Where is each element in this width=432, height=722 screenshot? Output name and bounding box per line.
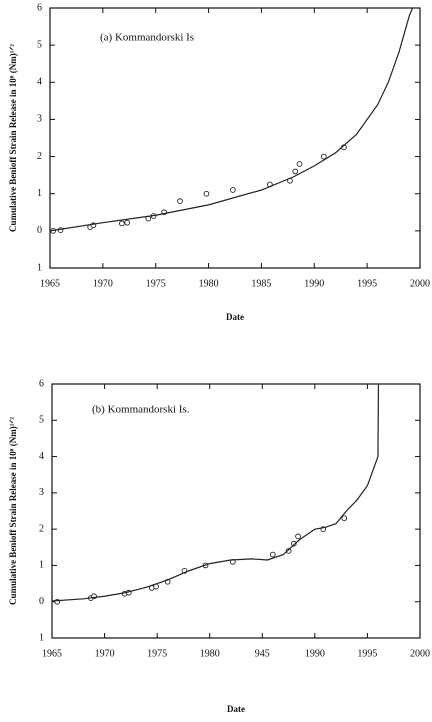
fit-curve xyxy=(52,384,380,602)
y-tick-label: 5 xyxy=(37,39,42,50)
y-tick-label: 1 xyxy=(37,262,42,273)
y-tick-label: 2 xyxy=(39,523,44,534)
x-tick-label: 1970 xyxy=(95,648,115,659)
y-tick-label: 1 xyxy=(39,632,44,643)
data-point xyxy=(292,168,299,175)
annotation: (a) Kommandorski Is xyxy=(100,32,194,44)
x-tick-label: 1980 xyxy=(200,648,220,659)
annotation: (b) Kommandorski Is. xyxy=(92,404,190,416)
data-point xyxy=(341,515,348,522)
y-tick-label: 6 xyxy=(37,2,42,13)
x-tick-label: 1975 xyxy=(147,648,167,659)
y-tick-label: 5 xyxy=(39,415,44,426)
chart: 1 0 1 2 3 4 5 6 1965 1970 1975 1980 945 1990 1995 2000 (… xyxy=(8,378,430,714)
x-tick-label: 1995 xyxy=(357,648,377,659)
data-point xyxy=(124,219,131,226)
x-tick-label: 1965 xyxy=(42,648,62,659)
data-point xyxy=(320,153,327,160)
data-point xyxy=(119,220,125,227)
x-tick-label: 1975 xyxy=(146,278,166,289)
x-tick-label: 1990 xyxy=(305,648,325,659)
data-point xyxy=(290,540,297,547)
data-point xyxy=(296,161,303,167)
y-tick-label: 6 xyxy=(39,378,44,389)
y-tick-label: 4 xyxy=(39,451,44,462)
x-tick-label: 2000 xyxy=(410,648,430,659)
y-axis-label: Cumulative Benioff Strain Release in 10⁸… xyxy=(8,44,18,232)
y-tick-label: 1 xyxy=(39,560,44,571)
x-tick-label: 1980 xyxy=(199,278,219,289)
x-tick-label: 945 xyxy=(255,648,270,659)
x-tick-label: 1970 xyxy=(93,278,113,289)
data-point xyxy=(203,190,210,197)
x-tick-label: 1965 xyxy=(40,278,60,289)
x-tick-label: 1985 xyxy=(251,278,271,289)
x-axis-label: Date xyxy=(226,312,244,322)
y-tick-label: 0 xyxy=(37,225,42,236)
y-tick-label: 3 xyxy=(37,114,42,125)
y-tick-label: 4 xyxy=(37,77,42,88)
data-point xyxy=(285,548,292,554)
y-tick-label: 2 xyxy=(37,151,42,162)
x-axis-label: Date xyxy=(227,704,245,714)
x-tick-label: 2000 xyxy=(410,278,430,289)
y-tick-label: 3 xyxy=(39,487,44,498)
data-point xyxy=(295,533,301,540)
y-tick-label: 1 xyxy=(37,188,42,199)
y-axis-label: Cumulative Benioff Strain Release in 10⁸… xyxy=(8,417,18,605)
x-tick-label: 1990 xyxy=(304,278,324,289)
fit-curve xyxy=(50,8,414,232)
plot-frame xyxy=(49,7,421,269)
plot-frame xyxy=(51,383,421,639)
y-tick-label: 0 xyxy=(39,596,44,607)
data-point xyxy=(177,198,183,204)
data-point xyxy=(269,551,276,558)
x-tick-label: 1995 xyxy=(357,278,377,289)
data-point xyxy=(230,187,236,193)
chart: 1 0 1 2 3 4 5 6 1965 1970 1975 1980 1985 1990 1995 2000… xyxy=(8,2,430,322)
